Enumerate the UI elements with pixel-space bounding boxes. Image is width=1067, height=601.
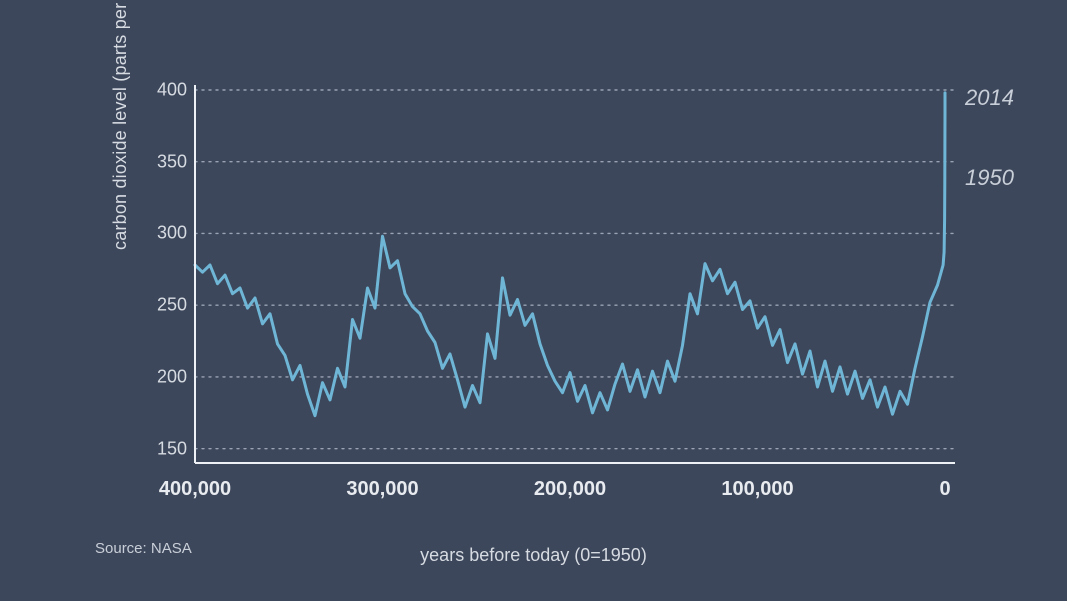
x-tick-label: 100,000 [721, 478, 793, 501]
x-tick-label: 0 [939, 478, 950, 501]
y-tick-label: 350 [127, 151, 187, 172]
y-tick-label: 200 [127, 366, 187, 387]
y-tick-label: 300 [127, 223, 187, 244]
source-text: Source: NASA [95, 540, 192, 557]
x-tick-label: 400,000 [159, 478, 231, 501]
x-tick-label: 300,000 [346, 478, 418, 501]
y-tick-label: 400 [127, 80, 187, 101]
y-tick-label: 250 [127, 295, 187, 316]
co2-chart: carbon dioxide level (parts per million)… [0, 0, 1067, 601]
x-tick-label: 200,000 [534, 478, 606, 501]
y-axis-label: carbon dioxide level (parts per million) [110, 0, 131, 250]
y-tick-label: 150 [127, 438, 187, 459]
chart-annotation: 2014 [965, 85, 1014, 111]
chart-annotation: 1950 [965, 165, 1014, 191]
